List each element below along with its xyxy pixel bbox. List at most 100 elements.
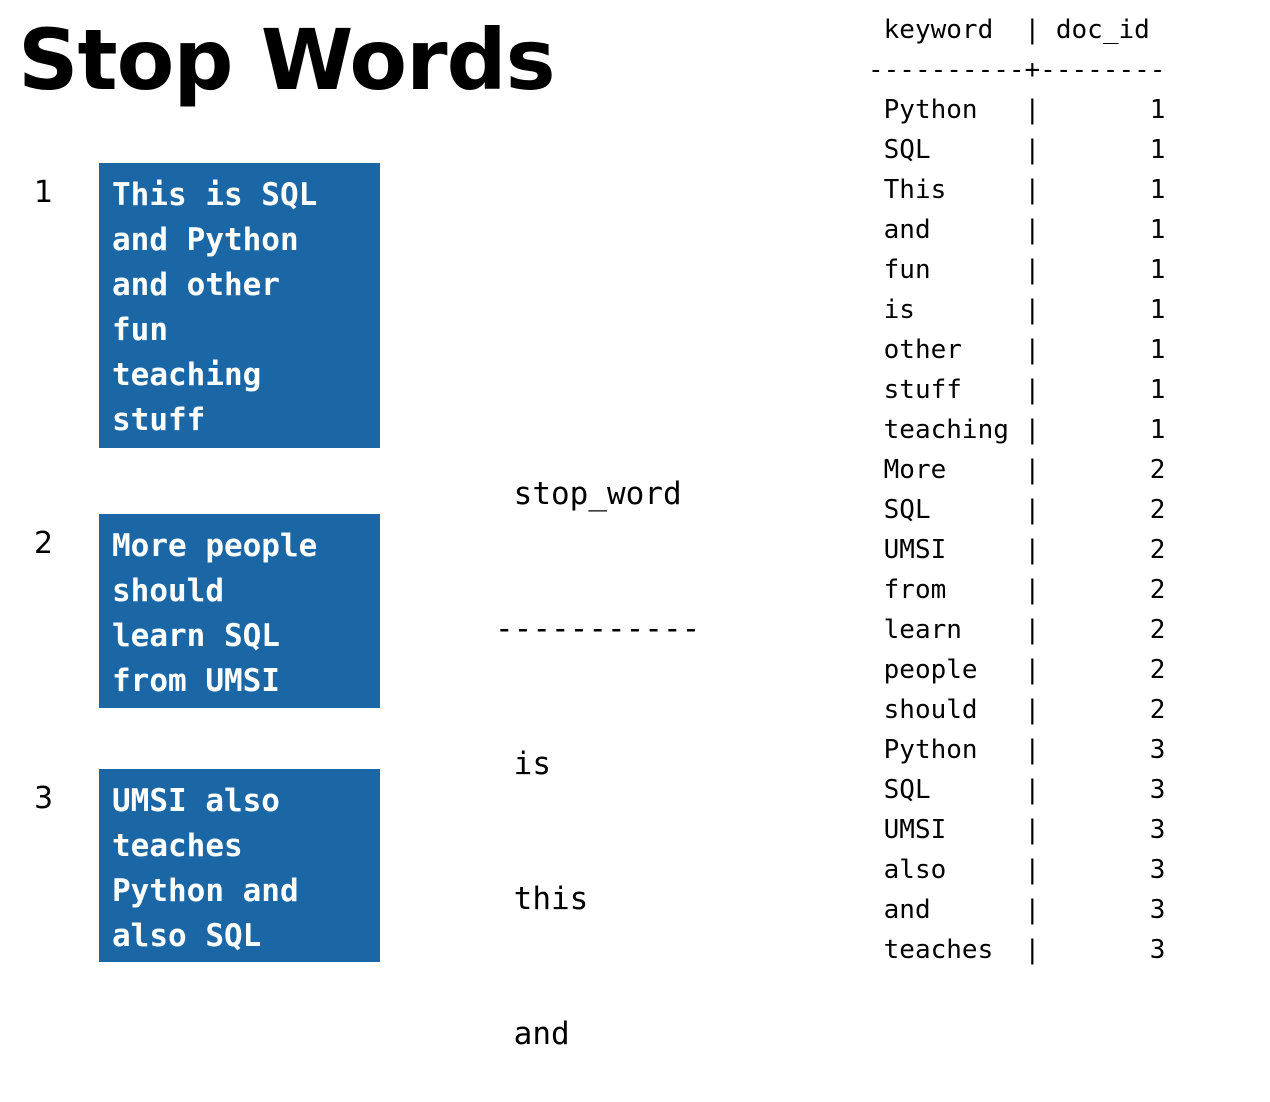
separator-line: ----------+-------- — [868, 55, 1166, 85]
keyword-cell: UMSI — [868, 535, 1025, 565]
doc-line: and Python — [112, 222, 299, 258]
table-row: SQL | 2 — [868, 490, 1166, 530]
keyword-cell: SQL — [868, 495, 1025, 525]
column-divider: | — [1024, 495, 1041, 525]
doc-id-cell: 1 — [1040, 135, 1166, 165]
doc-id-cell: 3 — [1040, 935, 1166, 965]
column-divider: | — [1024, 655, 1041, 685]
doc-box-2: More people should learn SQL from UMSI — [99, 514, 380, 708]
doc-id-cell: 2 — [1040, 455, 1166, 485]
keyword-cell: and — [868, 215, 1025, 245]
table-row: teaches | 3 — [868, 930, 1166, 970]
column-divider: | — [1024, 895, 1041, 925]
doc-id-cell: 1 — [1040, 175, 1166, 205]
doc-line: teaching — [112, 357, 262, 393]
doc-id-cell: 3 — [1040, 895, 1166, 925]
table-row: and | 1 — [868, 210, 1166, 250]
column-divider: | — [1024, 135, 1041, 165]
keyword-cell: and — [868, 895, 1025, 925]
column-divider: | — [1024, 735, 1041, 765]
keyword-cell: fun — [868, 255, 1025, 285]
doc-line: fun — [112, 312, 168, 348]
doc-id-cell: 2 — [1040, 695, 1166, 725]
column-divider: | — [1024, 775, 1041, 805]
doc-id-cell: 3 — [1040, 855, 1166, 885]
table-row: people | 2 — [868, 650, 1166, 690]
table-row: also | 3 — [868, 850, 1166, 890]
keyword-cell: teaches — [868, 935, 1025, 965]
keyword-table: keyword | doc_id ----------+-------- Pyth… — [868, 10, 1165, 970]
column-divider: | — [1024, 535, 1041, 565]
table-row: and | 3 — [868, 890, 1166, 930]
stop-word-header: stop_word — [513, 476, 682, 512]
stop-word-separator: ----------- — [495, 611, 701, 647]
column-header-doc-id: doc_id — [1040, 15, 1150, 45]
column-divider: | — [1024, 615, 1041, 645]
column-divider: | — [1024, 175, 1041, 205]
doc-id-cell: 2 — [1040, 655, 1166, 685]
keyword-cell: is — [868, 295, 1025, 325]
column-divider: | — [1024, 855, 1041, 885]
doc-line: learn SQL — [112, 618, 280, 654]
doc-id-cell: 1 — [1040, 335, 1166, 365]
table-row: UMSI | 3 — [868, 810, 1166, 850]
table-row: SQL | 1 — [868, 130, 1166, 170]
keyword-cell: Python — [868, 95, 1025, 125]
doc-id-cell: 1 — [1040, 375, 1166, 405]
column-divider: | — [1024, 255, 1041, 285]
table-row: stuff | 1 — [868, 370, 1166, 410]
table-row: from | 2 — [868, 570, 1166, 610]
keyword-cell: SQL — [868, 135, 1025, 165]
table-separator: ----------+-------- — [868, 50, 1165, 90]
column-divider: | — [1024, 15, 1041, 45]
doc-line: This is SQL — [112, 177, 318, 213]
doc-number-2: 2 — [34, 526, 54, 561]
column-divider: | — [1024, 815, 1041, 845]
doc-id-cell: 2 — [1040, 575, 1166, 605]
doc-box-3: UMSI also teaches Python and also SQL — [99, 769, 380, 962]
keyword-cell: people — [868, 655, 1025, 685]
table-row: teaching | 1 — [868, 410, 1166, 450]
doc-number-3: 3 — [34, 781, 54, 816]
table-row: Python | 3 — [868, 730, 1166, 770]
stop-word-row: this — [513, 881, 589, 917]
doc-line: stuff — [112, 402, 206, 438]
keyword-cell: More — [868, 455, 1025, 485]
keyword-cell: other — [868, 335, 1025, 365]
doc-line: More people — [112, 528, 318, 564]
doc-id-cell: 2 — [1040, 535, 1166, 565]
table-row: UMSI | 2 — [868, 530, 1166, 570]
keyword-cell: SQL — [868, 775, 1025, 805]
table-header-row: keyword | doc_id — [868, 10, 1165, 50]
table-row: More | 2 — [868, 450, 1166, 490]
doc-line: should — [112, 573, 224, 609]
table-row: other | 1 — [868, 330, 1166, 370]
doc-id-cell: 1 — [1040, 295, 1166, 325]
stop-word-row: and — [513, 1016, 570, 1052]
table-row: fun | 1 — [868, 250, 1166, 290]
column-divider: | — [1024, 575, 1041, 605]
keyword-cell: should — [868, 695, 1025, 725]
doc-line: Python and — [112, 873, 299, 909]
table-row: This | 1 — [868, 170, 1166, 210]
keyword-cell: teaching — [868, 415, 1025, 445]
doc-id-cell: 1 — [1040, 255, 1166, 285]
keyword-cell: stuff — [868, 375, 1025, 405]
keyword-cell: Python — [868, 735, 1025, 765]
doc-line: teaches — [112, 828, 243, 864]
doc-id-cell: 3 — [1040, 775, 1166, 805]
doc-line: from UMSI — [112, 663, 280, 699]
doc-line: and other — [112, 267, 280, 303]
keyword-cell: from — [868, 575, 1025, 605]
doc-line: also SQL — [112, 918, 262, 954]
doc-id-cell: 3 — [1040, 815, 1166, 845]
column-divider: | — [1024, 695, 1041, 725]
keyword-cell: This — [868, 175, 1025, 205]
table-row: should | 2 — [868, 690, 1166, 730]
doc-id-cell: 2 — [1040, 495, 1166, 525]
column-divider: | — [1024, 375, 1041, 405]
doc-id-cell: 2 — [1040, 615, 1166, 645]
stop-word-row: is — [513, 746, 551, 782]
doc-box-1: This is SQL and Python and other fun tea… — [99, 163, 380, 448]
column-divider: | — [1024, 455, 1041, 485]
